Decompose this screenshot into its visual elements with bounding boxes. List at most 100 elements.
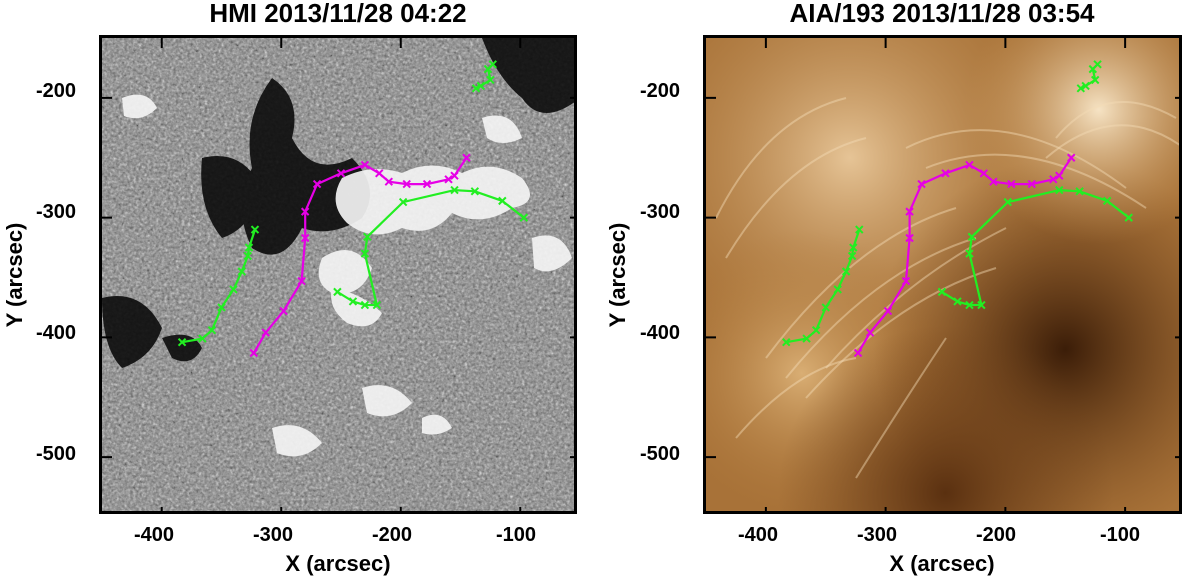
trace-line-0 [857,157,1073,354]
trace-marker [1076,84,1086,93]
hmi-xtick: -300 [253,524,294,546]
aia-ytick: -300 [640,201,681,223]
trace-marker [243,251,252,261]
trace-marker [422,179,432,189]
trace-marker [821,303,830,312]
trace-marker [398,197,408,207]
trace-marker [1055,185,1064,195]
trace-marker [1003,197,1012,207]
trace-marker [853,348,863,358]
trace-marker [402,179,411,189]
trace-marker [782,337,791,347]
trace-marker [941,169,950,178]
trace-marker [488,60,497,69]
trace-marker [937,287,947,297]
trace-marker [229,285,238,294]
aia-ytick: -500 [640,443,681,465]
trace-marker [802,334,811,343]
trace-marker [207,325,217,335]
aia-overlay-lines [706,38,1179,511]
trace-marker [965,160,974,170]
hmi-xtick: -100 [496,524,537,546]
trace-marker [849,243,858,252]
trace-line-1 [786,229,861,344]
hmi-xlabel: X (arcsec) [285,551,391,576]
hmi-xtick: -200 [372,524,413,546]
trace-marker [360,300,370,310]
aia-ylabel: Y (arcsec) [605,222,630,328]
hmi-xtick: -400 [134,524,175,546]
trace-marker [855,225,864,234]
trace-marker [917,179,926,189]
trace-marker [965,300,974,310]
trace-marker [375,169,384,178]
aia-xtick: -200 [976,524,1017,546]
trace-marker [249,348,258,358]
trace-marker [979,169,989,178]
trace-marker [372,300,382,310]
trace-marker [883,306,893,316]
aia-image-frame [703,35,1182,514]
trace-marker [833,285,842,294]
trace-marker [1075,187,1084,196]
hmi-overlay-lines [102,38,574,511]
hmi-ytick: -200 [36,80,77,102]
trace-marker [450,171,459,180]
trace-marker [300,233,310,243]
aia-xtick: -400 [738,524,779,546]
aia193-image [706,38,1179,511]
trace-marker [237,267,247,276]
trace-marker [1055,171,1064,180]
trace-marker [1102,196,1112,206]
trace-marker [333,287,342,297]
hmi-ytick: -500 [36,443,77,465]
trace-marker [360,249,370,258]
panel-title-aia: AIA/193 2013/11/28 03:54 [789,0,1095,28]
trace-marker [841,267,851,276]
trace-marker [444,175,453,184]
trace-marker [261,328,270,337]
hmi-magnetogram-image [102,38,574,511]
trace-line-2 [336,188,525,307]
trace-marker [476,81,486,91]
trace-marker [336,169,346,178]
trace-marker [905,233,914,243]
trace-line-1 [181,229,257,344]
panel-title-hmi: HMI 2013/11/28 04:22 [209,0,467,28]
trace-marker [847,251,857,261]
trace-marker [486,75,495,85]
hmi-ytick: -300 [36,201,77,223]
trace-marker [953,297,962,306]
trace-line-0 [252,157,468,354]
trace-marker [450,185,459,195]
trace-marker [905,207,914,216]
trace-marker [967,232,977,241]
trace-marker [498,196,507,206]
trace-marker [348,297,358,306]
trace-marker [1049,175,1058,184]
aia-ytick: -400 [640,322,681,344]
trace-marker [1090,75,1100,85]
trace-marker [1093,60,1102,69]
trace-marker [989,177,998,186]
trace-marker [1124,213,1133,222]
trace-line-2 [941,188,1130,307]
trace-marker [462,153,471,162]
aia-xtick: -300 [857,524,898,546]
trace-marker [244,243,254,252]
trace-marker [1027,179,1036,189]
aia-xtick: -100 [1100,524,1141,546]
trace-marker [300,207,310,216]
trace-marker [471,84,481,93]
trace-marker [1081,81,1090,91]
trace-marker [363,232,372,241]
trace-marker [360,160,370,170]
trace-marker [811,325,821,335]
aia-ytick: -200 [640,80,681,102]
trace-marker [384,177,394,186]
trace-marker [312,179,322,189]
trace-marker [519,213,529,222]
trace-marker [470,187,480,196]
hmi-ylabel: Y (arcsec) [2,222,27,328]
trace-marker [297,276,306,286]
